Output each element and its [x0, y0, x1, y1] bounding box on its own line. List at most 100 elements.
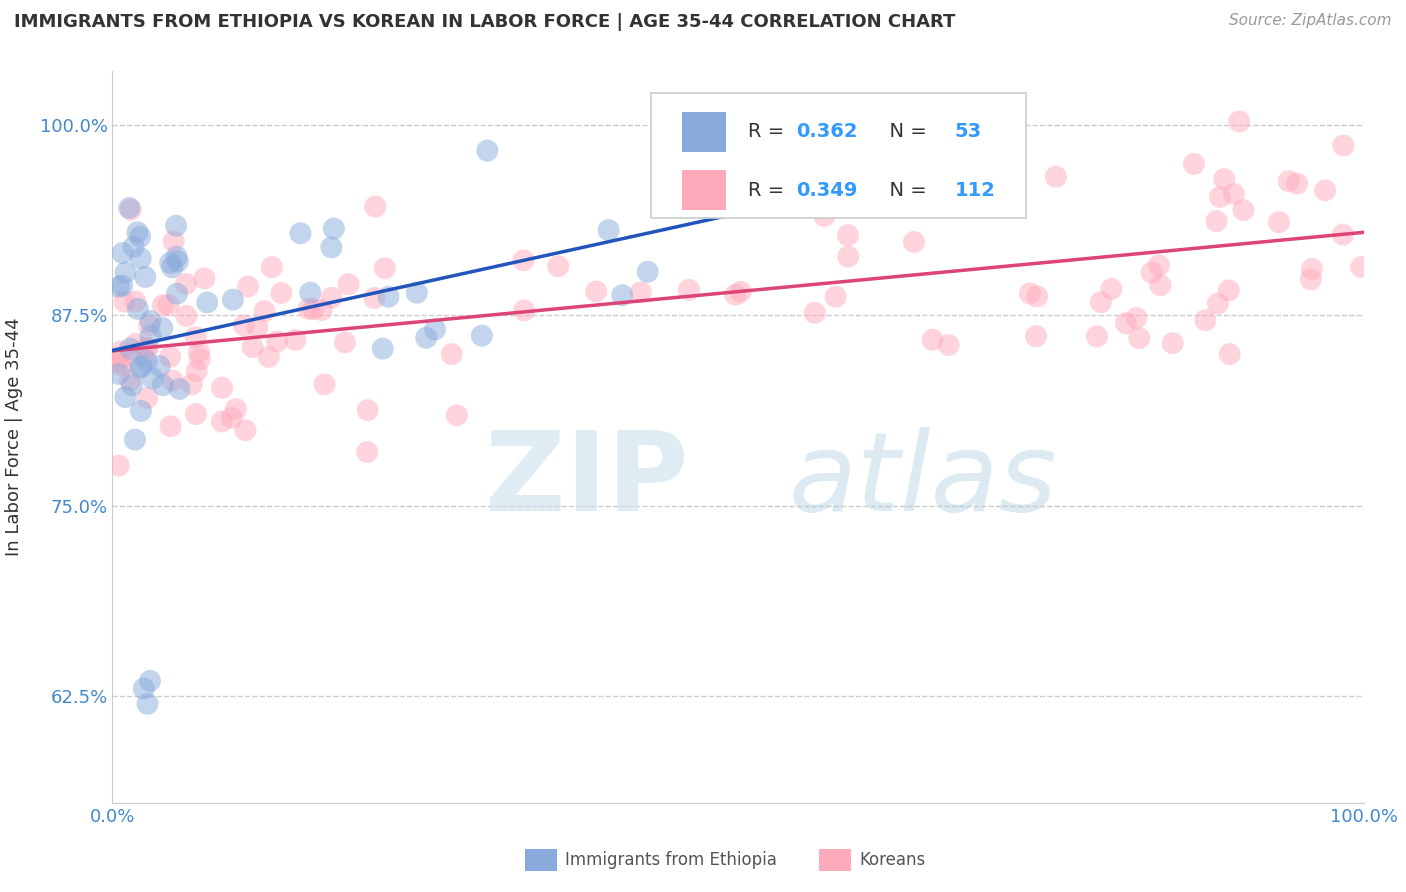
- Point: [284, 333, 307, 347]
- Point: [184, 330, 207, 344]
- Point: [174, 277, 197, 291]
- Point: [1147, 258, 1170, 272]
- Point: [1099, 282, 1122, 296]
- Point: [921, 333, 943, 347]
- Point: [188, 352, 211, 367]
- Point: [1128, 331, 1150, 345]
- Point: [162, 374, 184, 388]
- Point: [225, 402, 247, 417]
- Point: [1219, 347, 1241, 361]
- Point: [337, 277, 360, 292]
- Point: [1205, 214, 1227, 228]
- Point: [149, 359, 172, 373]
- Point: [129, 404, 152, 418]
- Point: [118, 201, 141, 215]
- Point: [152, 298, 174, 312]
- Point: [824, 290, 846, 304]
- Point: [236, 279, 259, 293]
- Y-axis label: In Labor Force | Age 35-44: In Labor Force | Age 35-44: [6, 318, 22, 557]
- Point: [131, 359, 153, 374]
- Point: [166, 250, 188, 264]
- Point: [311, 303, 333, 318]
- Point: [260, 260, 283, 275]
- Point: [139, 673, 162, 688]
- Point: [112, 294, 135, 309]
- Point: [1331, 138, 1354, 153]
- Point: [142, 371, 165, 385]
- Point: [107, 458, 129, 473]
- Point: [242, 340, 264, 354]
- Point: [136, 697, 159, 711]
- Point: [657, 167, 679, 181]
- Point: [612, 288, 634, 302]
- Point: [221, 410, 243, 425]
- Point: [290, 227, 312, 241]
- Point: [163, 235, 186, 249]
- Point: [235, 423, 257, 437]
- Point: [159, 350, 181, 364]
- Text: N =: N =: [877, 122, 934, 141]
- Point: [371, 342, 394, 356]
- Point: [1045, 169, 1067, 184]
- Point: [321, 240, 343, 254]
- Point: [257, 350, 280, 364]
- Point: [222, 293, 245, 307]
- Point: [111, 246, 134, 260]
- Point: [166, 286, 188, 301]
- Point: [165, 219, 187, 233]
- Text: atlas: atlas: [789, 427, 1057, 534]
- Point: [364, 199, 387, 213]
- Point: [135, 354, 157, 368]
- Point: [377, 290, 399, 304]
- Point: [160, 260, 183, 275]
- Point: [423, 322, 446, 336]
- Point: [1315, 183, 1337, 197]
- Point: [477, 144, 499, 158]
- Point: [298, 301, 321, 316]
- Point: [837, 250, 859, 264]
- Point: [1268, 215, 1291, 229]
- Point: [131, 348, 153, 362]
- Point: [136, 341, 159, 355]
- Point: [1085, 329, 1108, 343]
- Point: [1209, 190, 1232, 204]
- Text: Koreans: Koreans: [859, 851, 925, 869]
- Point: [837, 228, 859, 243]
- Point: [547, 259, 569, 273]
- Point: [1025, 329, 1047, 343]
- Point: [124, 433, 146, 447]
- Point: [598, 223, 620, 237]
- Point: [440, 347, 463, 361]
- Point: [804, 306, 827, 320]
- Point: [169, 382, 191, 396]
- Point: [270, 285, 292, 300]
- Point: [166, 254, 188, 268]
- Point: [415, 331, 437, 345]
- Point: [405, 285, 427, 300]
- Point: [903, 235, 925, 249]
- Text: 0.362: 0.362: [796, 122, 858, 141]
- Point: [1182, 157, 1205, 171]
- Point: [1227, 114, 1250, 128]
- Point: [845, 192, 868, 206]
- Point: [107, 280, 129, 294]
- Point: [246, 320, 269, 334]
- Point: [446, 409, 468, 423]
- Point: [184, 407, 207, 421]
- Bar: [682, 112, 725, 152]
- Point: [266, 334, 288, 349]
- Point: [1301, 262, 1323, 277]
- Point: [585, 285, 607, 299]
- Point: [1232, 203, 1254, 218]
- Point: [356, 403, 378, 417]
- Point: [127, 225, 149, 239]
- Point: [111, 278, 134, 293]
- Point: [122, 240, 145, 254]
- Point: [211, 381, 233, 395]
- Point: [134, 269, 156, 284]
- Point: [120, 202, 142, 217]
- Text: N =: N =: [877, 181, 934, 200]
- Point: [1331, 227, 1354, 242]
- Text: 0.349: 0.349: [796, 181, 858, 200]
- Text: ZIP: ZIP: [485, 427, 688, 534]
